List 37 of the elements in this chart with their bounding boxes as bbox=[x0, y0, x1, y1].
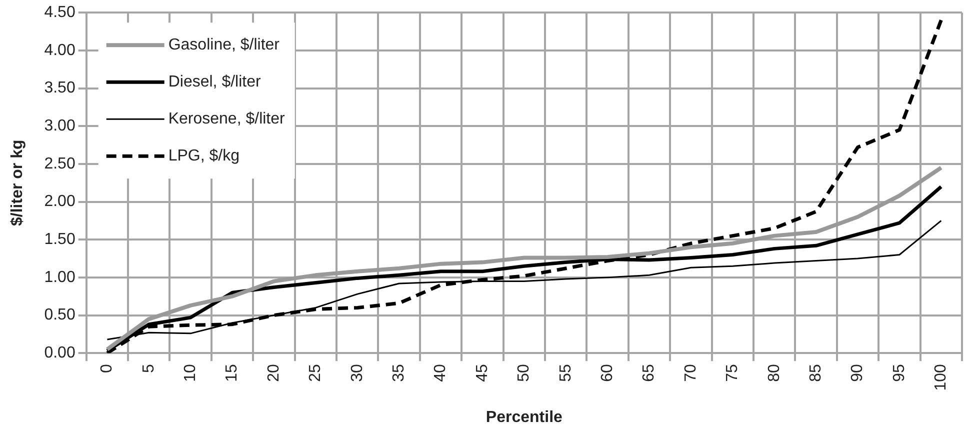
y-axis-title: $/liter or kg bbox=[9, 140, 26, 226]
legend-label: Diesel, $/liter bbox=[168, 74, 262, 91]
y-tick-label: 3.00 bbox=[44, 118, 76, 135]
x-tick-label: 70 bbox=[682, 364, 700, 382]
y-tick-label: 0.50 bbox=[44, 306, 76, 324]
y-tick-label: 1.50 bbox=[44, 231, 76, 248]
y-tick-label: 1.00 bbox=[44, 268, 76, 286]
x-tick-label: 30 bbox=[348, 364, 366, 382]
x-tick-label: 40 bbox=[432, 364, 450, 382]
legend-label: LPG, $/kg bbox=[168, 148, 240, 165]
x-tick-label: 80 bbox=[766, 364, 783, 382]
y-tick-label: 4.50 bbox=[44, 4, 76, 22]
x-tick-label: 35 bbox=[390, 364, 408, 382]
x-tick-label: 60 bbox=[598, 364, 616, 382]
y-tick-label: 3.50 bbox=[44, 80, 76, 97]
y-tick-label: 4.00 bbox=[44, 42, 76, 59]
legend-label: Kerosene, $/liter bbox=[168, 110, 286, 128]
x-axis-title: Percentile bbox=[486, 408, 563, 426]
legend-label: Gasoline, $/liter bbox=[168, 36, 280, 54]
x-tick-label: 65 bbox=[640, 364, 658, 382]
x-tick-label: 90 bbox=[849, 364, 866, 382]
x-tick-label: 5 bbox=[140, 364, 158, 374]
x-tick-label: 15 bbox=[224, 364, 241, 382]
x-tick-label: 85 bbox=[807, 364, 824, 382]
y-tick-label: 2.50 bbox=[44, 155, 76, 172]
y-tick-label: 2.00 bbox=[44, 193, 76, 210]
y-tick-label: 0.00 bbox=[44, 344, 76, 362]
x-tick-label: 20 bbox=[265, 364, 282, 382]
x-tick-label: 55 bbox=[557, 364, 574, 382]
x-tick-label: 45 bbox=[474, 364, 491, 382]
x-tick-label: 0 bbox=[98, 364, 116, 374]
x-tick-label: 25 bbox=[307, 364, 324, 382]
x-tick-label: 100 bbox=[932, 364, 950, 391]
x-tick-label: 95 bbox=[890, 364, 908, 382]
x-tick-label: 10 bbox=[182, 364, 199, 382]
x-tick-label: 50 bbox=[516, 364, 533, 382]
x-tick-label: 75 bbox=[724, 364, 742, 382]
